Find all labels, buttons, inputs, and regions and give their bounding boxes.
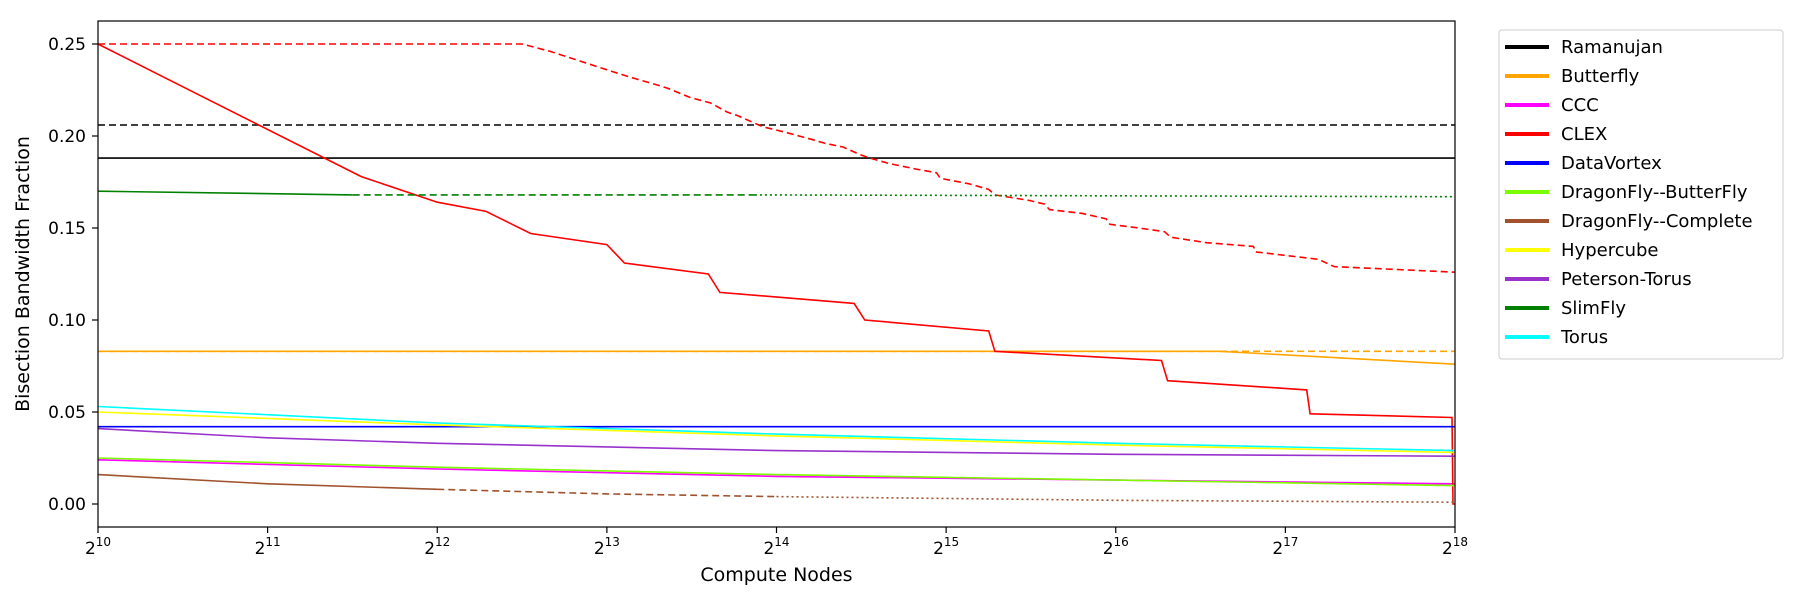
y-tick-label: 0.05 xyxy=(48,403,86,423)
series-line-clex-solid xyxy=(97,43,1455,505)
legend-label-peterson-torus: Peterson-Torus xyxy=(1561,269,1692,290)
x-tick-label: 210 xyxy=(85,535,111,559)
y-axis: 0.00 0.05 0.10 0.15 0.20 0.25 xyxy=(48,35,98,515)
x-tick-label: 213 xyxy=(594,535,620,559)
legend-box xyxy=(1498,29,1784,360)
legend-label-slimfly: SlimFly xyxy=(1561,298,1626,319)
x-tick-label: 217 xyxy=(1272,535,1298,559)
legend-label-torus: Torus xyxy=(1560,327,1608,348)
series-line-dragonfly-complete-dotted xyxy=(776,495,1456,503)
y-tick-label: 0.20 xyxy=(48,127,86,147)
y-axis-title: Bisection Bandwidth Fraction xyxy=(12,136,34,412)
series-line-butterfly-solid xyxy=(98,350,1456,365)
x-tick-label: 218 xyxy=(1442,535,1468,559)
x-tick-label: 216 xyxy=(1103,535,1129,559)
series-line-peterson-torus-solid xyxy=(97,427,1456,457)
y-tick-label: 0.00 xyxy=(48,495,86,515)
legend-label-ramanujan: Ramanujan xyxy=(1561,37,1663,58)
series-line-slimfly-solid xyxy=(97,190,353,196)
legend-label-dragonfly-butterfly: DragonFly--ButterFly xyxy=(1561,182,1748,203)
x-tick-label: 214 xyxy=(763,535,789,559)
y-tick-label: 0.25 xyxy=(48,35,86,55)
legend: Ramanujan Butterfly CCC CLEX DataVortex Drago… xyxy=(1498,29,1784,360)
y-tick-label: 0.15 xyxy=(48,219,86,239)
series-line-hypercube-solid xyxy=(97,411,1456,454)
series-layer xyxy=(97,43,1456,505)
series-line-torus-solid xyxy=(97,405,1456,452)
x-tick-label: 215 xyxy=(933,535,959,559)
series-line-clex-dashed xyxy=(98,43,1456,273)
series-line-dragonfly-complete-solid xyxy=(97,473,438,491)
series-line-dragonfly-complete-dashed xyxy=(437,488,777,498)
legend-label-hypercube: Hypercube xyxy=(1561,240,1659,261)
x-axis: 210 211 212 213 214 215 216 217 218 xyxy=(85,527,1468,559)
y-tick-label: 0.10 xyxy=(48,311,86,331)
x-axis-title: Compute Nodes xyxy=(700,564,852,586)
series-line-dragonfly-butterfly-solid xyxy=(97,457,1456,487)
x-tick-label: 211 xyxy=(255,535,281,559)
legend-label-clex: CLEX xyxy=(1561,124,1607,145)
series-line-slimfly-dotted xyxy=(754,194,1456,198)
legend-label-dragonfly-complete: DragonFly--Complete xyxy=(1561,211,1753,232)
legend-label-datavortex: DataVortex xyxy=(1561,153,1662,174)
legend-label-ccc: CCC xyxy=(1561,95,1599,116)
x-tick-label: 212 xyxy=(424,535,450,559)
legend-label-butterfly: Butterfly xyxy=(1561,66,1640,87)
